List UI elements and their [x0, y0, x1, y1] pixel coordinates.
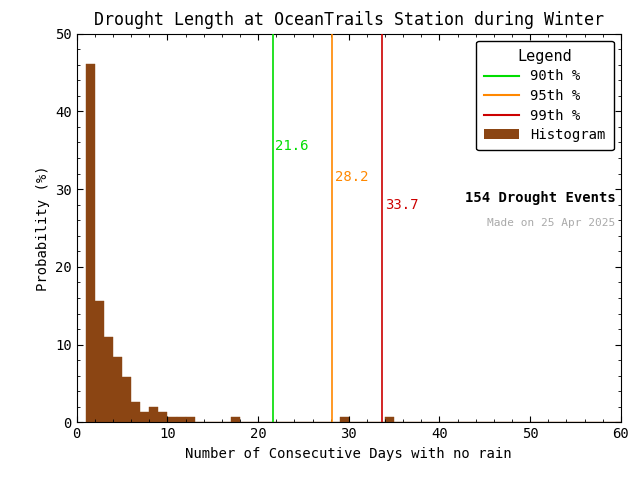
Text: 33.7: 33.7	[385, 198, 419, 212]
X-axis label: Number of Consecutive Days with no rain: Number of Consecutive Days with no rain	[186, 447, 512, 461]
Bar	[177, 417, 186, 422]
Y-axis label: Probability (%): Probability (%)	[36, 165, 50, 291]
Text: Made on 25 Apr 2025: Made on 25 Apr 2025	[487, 218, 615, 228]
Bar	[149, 407, 158, 422]
Bar	[158, 412, 168, 422]
Bar	[131, 402, 140, 422]
Bar	[340, 417, 349, 422]
Text: 21.6: 21.6	[275, 139, 309, 153]
Bar	[385, 417, 394, 422]
Bar	[95, 301, 104, 422]
Bar	[104, 336, 113, 422]
Title: Drought Length at OceanTrails Station during Winter: Drought Length at OceanTrails Station du…	[94, 11, 604, 29]
Bar	[122, 377, 131, 422]
Bar	[113, 357, 122, 422]
Bar	[186, 417, 195, 422]
Bar	[140, 412, 149, 422]
Text: 154 Drought Events: 154 Drought Events	[465, 191, 615, 205]
Text: 28.2: 28.2	[335, 170, 369, 184]
Bar	[168, 417, 177, 422]
Legend: 90th %, 95th %, 99th %, Histogram: 90th %, 95th %, 99th %, Histogram	[476, 40, 614, 150]
Bar	[86, 64, 95, 422]
Bar	[231, 417, 240, 422]
